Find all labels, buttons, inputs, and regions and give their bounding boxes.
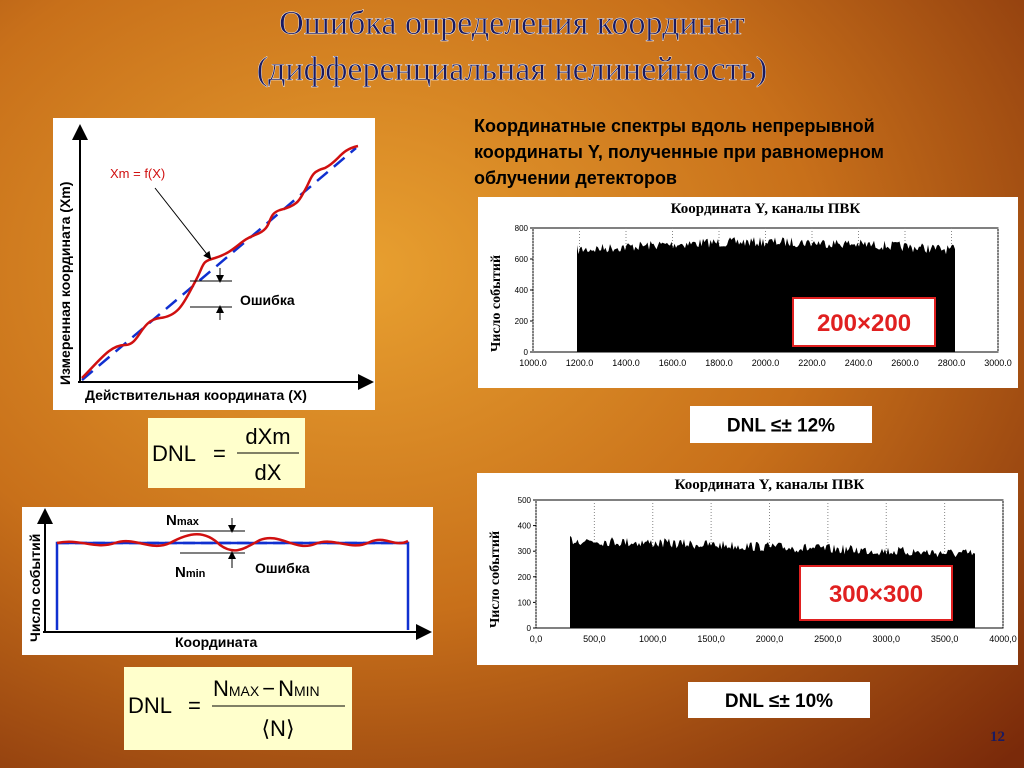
x-tick-label: 1200.0 — [566, 358, 594, 368]
y-tick-label: 400 — [515, 286, 529, 295]
nmin: Nmin — [175, 564, 206, 581]
x-tick-label: 2400.0 — [845, 358, 873, 368]
y-tick-label: 300 — [518, 547, 532, 556]
x-tick-label: 500,0 — [583, 634, 606, 644]
x-tick-label: 1000.0 — [519, 358, 547, 368]
x-tick-label: 2000.0 — [752, 358, 780, 368]
y-tick-label: 200 — [518, 573, 532, 582]
size-box — [792, 297, 936, 347]
y-tick-label: 0 — [527, 624, 532, 633]
x-tick-label: 4000,0 — [989, 634, 1017, 644]
formula-1: DNL = dXm dX — [148, 418, 305, 488]
y-tick-label: 600 — [515, 255, 529, 264]
formula-text: DNL — [152, 441, 196, 466]
size-label: 200×200 — [817, 310, 911, 337]
description: облучении детекторов — [474, 168, 677, 188]
x-tick-label: 1400.0 — [612, 358, 640, 368]
x-tick-label: 1000,0 — [639, 634, 667, 644]
dnl-box — [688, 682, 870, 718]
x-tick-label: 2000,0 — [756, 634, 784, 644]
y-tick-label: 400 — [518, 522, 532, 531]
x-tick-label: 3500,0 — [931, 634, 959, 644]
y-tick-label: 0 — [524, 348, 529, 357]
x-tick-label: 2800.0 — [938, 358, 966, 368]
title: (дифференциальная нелинейность) — [257, 51, 767, 88]
x-tick-label: 1600.0 — [659, 358, 687, 368]
dnl-label: DNL ≤± 10% — [725, 691, 833, 712]
description: координаты Y, полученные при равномерном — [474, 142, 884, 162]
x-tick-label: 1500,0 — [697, 634, 725, 644]
spectrum-title: Координата Y, каналы ПВК — [675, 477, 865, 493]
panel — [22, 507, 433, 655]
y-tick-label: 500 — [518, 496, 532, 505]
x-tick-label: 0,0 — [530, 634, 543, 644]
title: Ошибка определения координат — [279, 5, 745, 42]
x-tick-label: 3000.0 — [984, 358, 1012, 368]
y-label: Число событий — [488, 531, 503, 628]
formula-text: dXm — [245, 424, 290, 449]
panel — [53, 118, 375, 410]
nmax: Nmax — [166, 512, 200, 529]
formula-box — [124, 667, 352, 750]
formula-text: ⟨N⟩ — [261, 716, 294, 741]
curve-label: Xm = f(X) — [110, 166, 165, 181]
formula-text: dX — [255, 460, 282, 485]
size-label: 300×300 — [829, 581, 923, 608]
x-label: Координата — [175, 634, 257, 650]
ideal-line — [81, 147, 357, 381]
description: Координатные спектры вдоль непрерывной — [474, 116, 875, 136]
y-label: Измеренная координата (Xm) — [57, 182, 73, 385]
error-label: Ошибка — [255, 560, 310, 576]
y-tick-label: 200 — [515, 317, 529, 326]
x-tick-label: 2200.0 — [798, 358, 826, 368]
spectrum-title: Координата Y, каналы ПВК — [671, 201, 861, 217]
y-tick-label: 100 — [518, 598, 532, 607]
formula-numerator: NMAX − NMIN — [213, 676, 320, 701]
real-curve — [56, 533, 409, 552]
spectrum-outline — [55, 541, 410, 630]
y-label: Число событий — [489, 255, 504, 352]
page-number: 12 — [990, 729, 1005, 745]
spectrum: Координата Y, каналы ПВК Число событий 0 20… — [478, 197, 1018, 443]
formula-text: = — [188, 693, 201, 718]
size-box — [799, 565, 953, 621]
dnl-box — [690, 406, 872, 443]
formula-text: = — [213, 441, 226, 466]
pointer — [154, 187, 212, 260]
error-label: Ошибка — [240, 292, 295, 308]
formula-2: DNL = NMAX − NMIN ⟨N⟩ — [124, 667, 352, 750]
x-tick-label: 2600.0 — [891, 358, 919, 368]
x-tick-label: 2500,0 — [814, 634, 842, 644]
diagram-2: Nmax Nmin Ошибка Число событий Координат… — [22, 507, 433, 655]
x-tick-label: 1800.0 — [705, 358, 733, 368]
y-label: Число событий — [27, 534, 43, 642]
y-tick-label: 800 — [515, 224, 529, 233]
formula-text: DNL — [128, 693, 172, 718]
dnl-label: DNL ≤± 12% — [727, 416, 835, 437]
diagram-1: Xm = f(X) Ошибка Измеренная координата (… — [53, 118, 375, 410]
x-tick-label: 3000,0 — [872, 634, 900, 644]
real-curve — [81, 144, 359, 379]
x-label: Действительная координата (X) — [85, 387, 307, 403]
spectrum: Координата Y, каналы ПВК Число событий 0 10… — [477, 473, 1018, 718]
